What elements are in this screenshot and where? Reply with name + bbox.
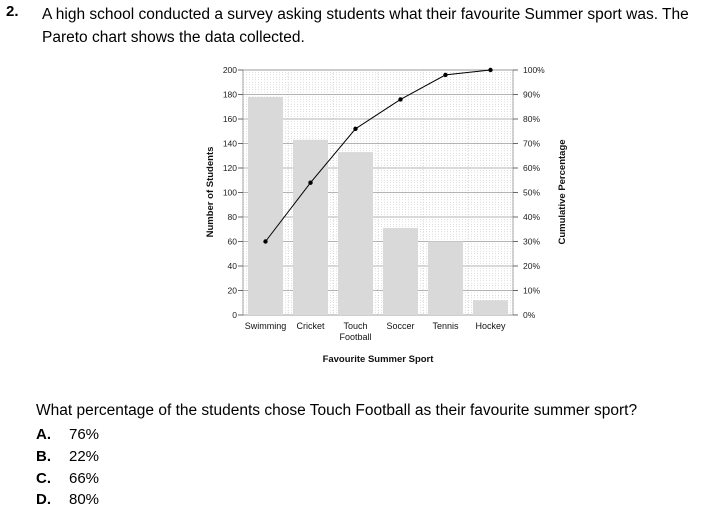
y2-tick-label: 100% — [523, 65, 545, 75]
y-tick-label: 20 — [228, 286, 238, 296]
cumulative-point-tennis — [443, 72, 448, 78]
cumulative-point-hockey — [488, 67, 493, 73]
option-c[interactable]: C. 66% — [36, 470, 99, 487]
y-tick-label: 200 — [223, 65, 237, 75]
y-tick-label: 40 — [228, 261, 238, 271]
cumulative-point-cricket — [308, 180, 313, 185]
y2-tick-label: 70% — [523, 139, 540, 149]
category-label: Swimming — [245, 321, 287, 331]
bar-swimming — [247, 96, 284, 315]
y-tick-label: 80 — [228, 212, 238, 222]
y2-tick-label: 40% — [523, 212, 540, 222]
option-d-text: 80% — [69, 491, 100, 508]
y2-tick-label: 30% — [523, 237, 540, 247]
category-label: Soccer — [386, 321, 414, 331]
y2-tick-label: 60% — [523, 163, 540, 173]
question-number: 2. — [6, 3, 19, 20]
y-tick-label: 120 — [223, 163, 237, 173]
cumulative-line — [265, 69, 491, 242]
option-a-text: 76% — [69, 426, 100, 443]
category-label: Hockey — [475, 321, 506, 331]
y2-axis-title: Cumulative Percentage — [557, 139, 568, 244]
bar-hockey — [472, 300, 509, 315]
y2-tick-label: 80% — [523, 114, 540, 124]
bar-cricket — [292, 139, 329, 315]
x-axis-title: Favourite Summer Sport — [323, 354, 435, 365]
bar-tennis — [427, 241, 464, 315]
y2-tick-label: 10% — [523, 286, 540, 296]
y-tick-label: 180 — [223, 90, 237, 100]
category-label: Football — [339, 332, 371, 342]
option-d-letter: D. — [36, 491, 51, 508]
y2-tick-label: 20% — [523, 261, 540, 271]
y-tick-label: 60 — [228, 237, 238, 247]
category-label: Touch — [343, 321, 367, 331]
option-c-text: 66% — [69, 470, 100, 487]
category-label: Tennis — [432, 321, 459, 331]
option-a-letter: A. — [36, 426, 51, 443]
y2-tick-label: 0% — [523, 310, 536, 320]
option-a[interactable]: A. 76% — [36, 426, 99, 443]
cumulative-point-swimming — [263, 239, 268, 244]
cumulative-point-soccer — [398, 97, 403, 102]
cumulative-point-touch-football — [353, 126, 358, 131]
bar-soccer — [382, 228, 419, 315]
y-tick-label: 0 — [232, 310, 237, 320]
y-tick-label: 160 — [223, 114, 237, 124]
option-b[interactable]: B. 22% — [36, 448, 99, 465]
y2-tick-label: 90% — [523, 90, 540, 100]
y-tick-label: 100 — [223, 188, 237, 198]
option-b-text: 22% — [69, 448, 100, 465]
category-label: Cricket — [296, 321, 325, 331]
option-d[interactable]: D. 80% — [36, 491, 99, 508]
option-c-letter: C. — [36, 470, 51, 487]
y-axis-title: Number of Students — [205, 147, 216, 238]
question-text: A high school conducted a survey asking … — [42, 6, 689, 46]
y-tick-label: 140 — [223, 139, 237, 149]
question-prompt: What percentage of the students chose To… — [36, 402, 638, 419]
option-b-letter: B. — [36, 448, 51, 465]
bar-touch-football — [337, 152, 374, 315]
y2-tick-label: 50% — [523, 188, 540, 198]
